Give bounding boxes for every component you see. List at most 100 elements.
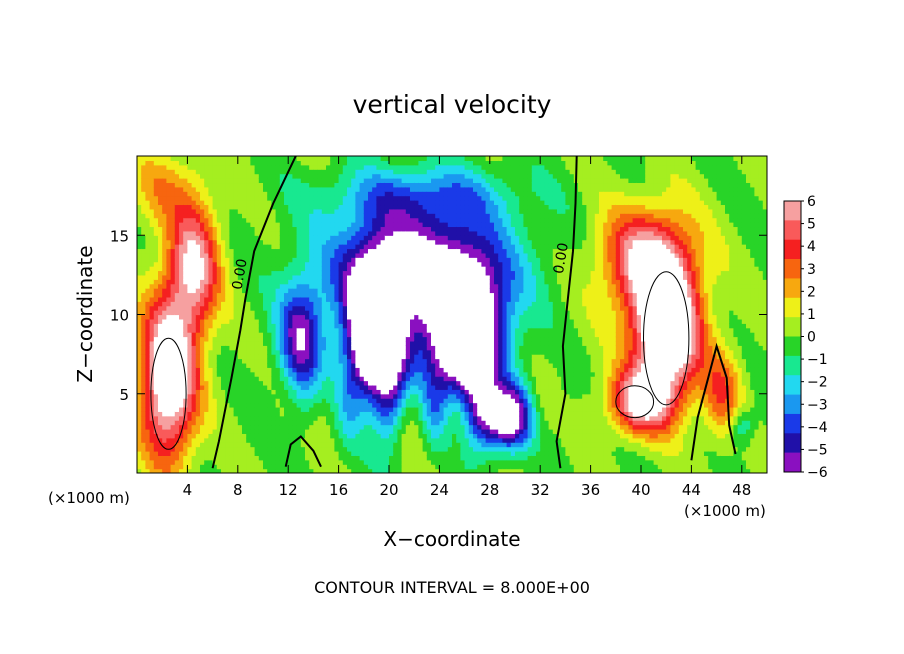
heatmap-cell <box>309 442 314 448</box>
heatmap-cell <box>153 160 159 166</box>
heatmap-cell <box>288 450 293 456</box>
heatmap-cell <box>145 345 151 351</box>
heatmap-cell <box>330 191 335 197</box>
heatmap-cell <box>397 261 403 267</box>
heatmap-cell <box>292 371 298 377</box>
heatmap-cell <box>338 437 344 443</box>
heatmap-cell <box>292 204 298 210</box>
heatmap-cell <box>271 380 277 386</box>
heatmap-cell <box>174 279 180 285</box>
heatmap-cell <box>351 261 356 267</box>
heatmap-cell <box>410 226 415 232</box>
heatmap-cell <box>292 411 298 417</box>
heatmap-cell <box>166 213 172 219</box>
heatmap-cell <box>153 384 159 390</box>
heatmap-cell <box>418 178 424 184</box>
heatmap-cell <box>372 292 377 298</box>
heatmap-cell <box>422 279 428 285</box>
heatmap-cell <box>208 327 214 333</box>
heatmap-cell <box>284 323 289 329</box>
heatmap-cell <box>363 182 369 188</box>
heatmap-cell <box>405 292 411 298</box>
heatmap-cell <box>166 424 172 430</box>
heatmap-cell <box>397 367 403 373</box>
heatmap-cell <box>212 213 218 219</box>
heatmap-cell <box>237 349 243 355</box>
heatmap-cell <box>305 371 310 377</box>
heatmap-cell <box>158 406 163 412</box>
heatmap-cell <box>334 173 340 179</box>
heatmap-cell <box>225 358 230 364</box>
heatmap-cell <box>258 402 264 408</box>
heatmap-cell <box>229 230 235 236</box>
heatmap-cell <box>166 314 172 320</box>
heatmap-cell <box>342 468 348 473</box>
heatmap-cell <box>296 402 302 408</box>
heatmap-cell <box>271 186 277 192</box>
heatmap-cell <box>212 442 218 448</box>
heatmap-cell <box>170 464 176 470</box>
heatmap-cell <box>242 345 247 351</box>
heatmap-cell <box>359 367 365 373</box>
heatmap-cell <box>263 446 268 452</box>
heatmap-cell <box>342 248 348 254</box>
heatmap-cell <box>305 428 310 434</box>
heatmap-cell <box>275 459 281 465</box>
heatmap-cell <box>422 420 428 426</box>
heatmap-cell <box>380 450 386 456</box>
heatmap-cell <box>166 270 172 276</box>
heatmap-cell <box>410 446 415 452</box>
heatmap-cell <box>338 332 344 338</box>
heatmap-cell <box>305 252 310 258</box>
heatmap-cell <box>317 235 323 241</box>
heatmap-cell <box>422 371 428 377</box>
heatmap-cell <box>141 244 146 250</box>
heatmap-cell <box>237 208 243 214</box>
heatmap-cell <box>212 217 218 223</box>
heatmap-cell <box>212 222 218 228</box>
heatmap-cell <box>162 362 167 368</box>
heatmap-cell <box>145 442 151 448</box>
heatmap-cell <box>288 244 293 250</box>
heatmap-cell <box>212 450 218 456</box>
heatmap-cell <box>317 428 323 434</box>
heatmap-cell <box>137 398 142 404</box>
heatmap-cell <box>254 195 260 201</box>
heatmap-cell <box>288 420 293 426</box>
heatmap-cell <box>208 398 214 404</box>
heatmap-cell <box>410 160 415 166</box>
heatmap-cell <box>275 213 281 219</box>
heatmap-cell <box>326 310 331 316</box>
heatmap-cell <box>170 428 176 434</box>
heatmap-cell <box>363 288 369 294</box>
heatmap-cell <box>313 164 319 170</box>
heatmap-cell <box>216 327 222 333</box>
heatmap-cell <box>414 244 419 250</box>
heatmap-cell <box>389 310 394 316</box>
heatmap-cell <box>376 288 382 294</box>
heatmap-cell <box>237 191 243 197</box>
heatmap-cell <box>313 274 319 280</box>
heatmap-cell <box>426 367 432 373</box>
heatmap-cell <box>191 204 197 210</box>
heatmap-cell <box>250 406 256 412</box>
heatmap-cell <box>380 226 386 232</box>
heatmap-cell <box>200 283 205 289</box>
heatmap-cell <box>271 270 277 276</box>
heatmap-cell <box>153 327 159 333</box>
heatmap-cell <box>342 200 348 206</box>
heatmap-cell <box>313 213 319 219</box>
heatmap-cell <box>271 252 277 258</box>
heatmap-cell <box>397 288 403 294</box>
heatmap-cell <box>414 428 419 434</box>
heatmap-cell <box>221 156 226 161</box>
heatmap-cell <box>384 468 390 473</box>
heatmap-cell <box>313 367 319 373</box>
heatmap-cell <box>166 252 172 258</box>
heatmap-cell <box>422 261 428 267</box>
heatmap-cell <box>246 178 251 184</box>
heatmap-cell <box>351 208 356 214</box>
heatmap-cell <box>326 314 331 320</box>
heatmap-cell <box>212 208 218 214</box>
heatmap-cell <box>405 327 411 333</box>
